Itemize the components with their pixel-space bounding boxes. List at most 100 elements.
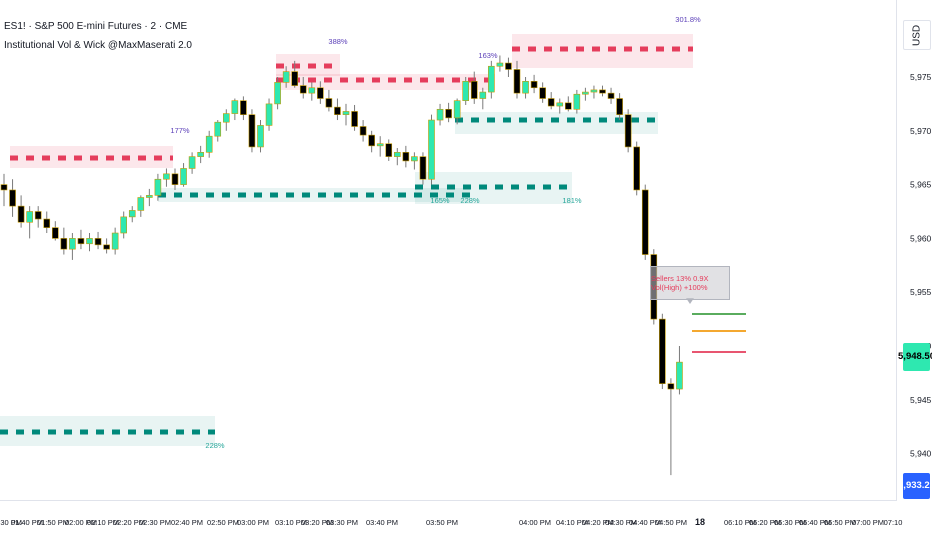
bull-candle [26, 211, 33, 223]
time-tick-label: 04:00 PM [519, 518, 551, 527]
time-tick-label: 01:50 PM [37, 518, 69, 527]
bear-candle [539, 87, 546, 99]
bull-candle [436, 108, 444, 121]
bull-candle [214, 121, 222, 137]
bear-candle [359, 126, 367, 136]
time-tick-label: 04:20 PM [582, 518, 614, 527]
price-tick-label: 5,970.00 [910, 126, 932, 136]
bear-candle [248, 114, 256, 148]
bull-candle [274, 82, 281, 105]
bull-candle [86, 238, 93, 245]
price-tick-label: 5,945.00 [910, 395, 932, 405]
bull-candle [257, 125, 264, 148]
time-tick-label: 18 [695, 517, 705, 527]
bear-candle [607, 92, 615, 99]
crosshair-price-tag: 5,933.25 [898, 473, 932, 499]
bear-candle [17, 205, 25, 223]
bull-candle [488, 65, 495, 93]
time-tick-label: 03:40 PM [366, 518, 398, 527]
price-tick-label: 5,975.00 [910, 72, 932, 82]
time-tick-label: 02:40 PM [171, 518, 203, 527]
bull-candle [479, 91, 487, 99]
bear-candle [641, 189, 649, 255]
price-axis: 5,975.00 5,970.00 5,965.00 5,960.00 5,955.00… [910, 72, 932, 459]
bull-candle [163, 173, 170, 180]
chart-legend: ES1! · S&P 500 E-mini Futures · 2 · CME … [4, 17, 192, 55]
bull-candle [582, 91, 589, 95]
price-tick-label: 5,955.00 [910, 287, 932, 297]
bull-candle [376, 143, 384, 147]
bear-candle [470, 81, 478, 99]
bull-candle [676, 361, 683, 390]
bull-candle [393, 152, 401, 157]
bear-candle [291, 71, 299, 86]
bull-candle [573, 93, 581, 110]
time-tick-label: 01:40 PM [11, 518, 43, 527]
time-tick-label: 01:30 PM [0, 518, 22, 527]
bull-candle [137, 197, 145, 211]
bear-candle [402, 152, 410, 162]
bull-candle [496, 62, 504, 67]
bull-candle [308, 87, 316, 94]
time-tick-label: 03:00 PM [237, 518, 269, 527]
currency-button[interactable]: USD [903, 20, 931, 50]
bear-candle [513, 69, 521, 94]
bear-candle [51, 227, 59, 239]
bear-candle [530, 81, 538, 89]
indicator-title[interactable]: Institutional Vol & Wick @MaxMaserati 2.… [4, 40, 192, 51]
bull-candle [282, 71, 290, 83]
time-tick-label: 02:30 PM [139, 518, 171, 527]
bull-candle [223, 113, 230, 123]
bear-candle [94, 238, 102, 246]
bear-candle [60, 238, 68, 250]
last-price-tag: 5,948.50 [898, 343, 932, 371]
bear-candle [445, 108, 452, 119]
bull-candle [180, 168, 187, 185]
zone-box [158, 188, 470, 202]
time-axis-border [0, 500, 897, 501]
bear-candle [667, 383, 675, 390]
time-tick-label: 06:50 PM [824, 518, 856, 527]
bear-candle [599, 89, 606, 94]
bear-candle [633, 146, 641, 191]
bull-candle [428, 119, 435, 180]
bull-candle [128, 210, 136, 218]
bear-candle [0, 184, 8, 191]
zone-percent-label: 163% [478, 51, 498, 60]
bull-candle [411, 156, 418, 162]
bear-candle [171, 173, 179, 185]
time-tick-label: 07:00 PM [852, 518, 884, 527]
bull-candle [146, 195, 153, 198]
time-tick-label: 02:00 PM [65, 518, 97, 527]
zones-layer: 388% 163% 301.8% 177% 165% 228% 181% 228% [0, 15, 701, 450]
bull-candle [556, 102, 564, 107]
time-tick-label: 06:40 PM [799, 518, 831, 527]
symbol-title[interactable]: ES1! · S&P 500 E-mini Futures · 2 · CME [4, 21, 188, 32]
time-tick-label: 04:10 PM [556, 518, 588, 527]
zone-percent-label: 165% [430, 196, 450, 205]
bear-candle [240, 100, 247, 115]
zone-percent-label: 228% [460, 196, 480, 205]
price-tick-label: 5,965.00 [910, 180, 932, 190]
time-tick-label: 03:30 PM [326, 518, 358, 527]
time-tick-label: 06:20 PM [749, 518, 781, 527]
levels-layer [686, 298, 746, 353]
zone-percent-label: 228% [205, 441, 225, 450]
bear-candle [334, 106, 341, 115]
bull-candle [188, 156, 196, 169]
bear-candle [385, 143, 393, 157]
candles-layer [0, 55, 683, 476]
time-tick-label: 04:30 PM [605, 518, 637, 527]
time-tick-label: 04:40 PM [629, 518, 661, 527]
bear-candle [659, 318, 666, 384]
bull-candle [342, 111, 350, 115]
bull-candle [231, 100, 239, 114]
bull-candle [197, 152, 204, 157]
bull-candle [522, 81, 529, 94]
bull-candle [154, 178, 162, 196]
zone-percent-label: 388% [328, 37, 348, 46]
bear-candle [103, 244, 110, 250]
price-axis-border [896, 0, 897, 500]
